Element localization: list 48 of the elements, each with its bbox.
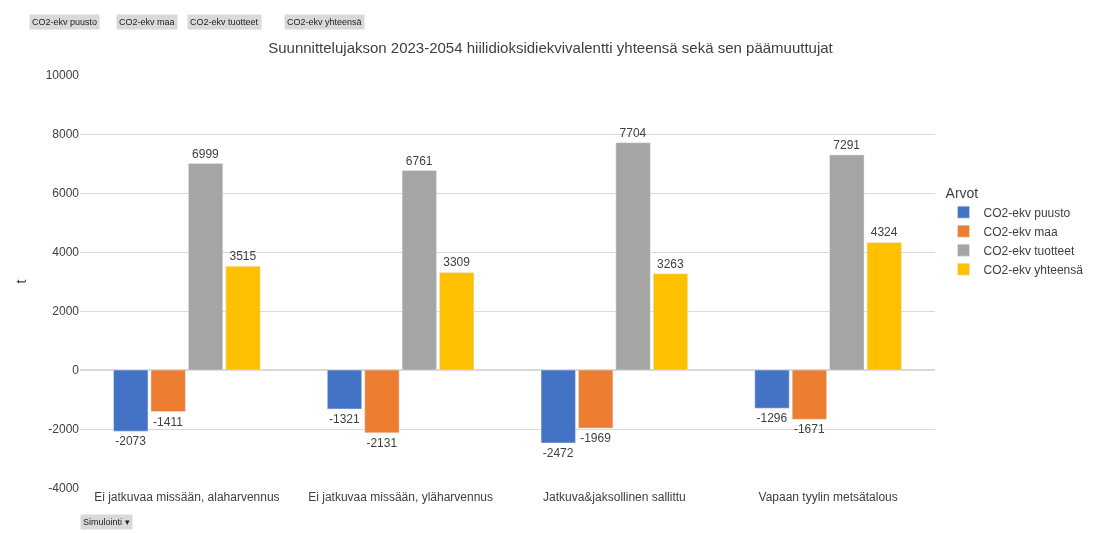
x-tick-label: Vapaan tyylin metsätalous xyxy=(758,490,898,504)
y-tick-label: -4000 xyxy=(48,481,80,496)
y-axis-title: t xyxy=(13,279,30,284)
bar xyxy=(439,272,475,371)
legend-label: CO2-ekv maa xyxy=(983,224,1058,239)
data-label: -2472 xyxy=(542,445,574,460)
data-label: -2131 xyxy=(366,435,398,450)
bar xyxy=(791,369,827,420)
y-tick-label: 2000 xyxy=(52,304,80,319)
data-label: -1969 xyxy=(580,431,612,446)
bar xyxy=(327,369,362,410)
data-label: -1671 xyxy=(793,422,825,437)
x-tick-label: Ei jatkuvaa missään, yläharvennus xyxy=(308,490,494,504)
data-label: -1296 xyxy=(756,411,788,426)
y-tick-label: -2000 xyxy=(48,422,80,437)
data-label: 6999 xyxy=(192,146,220,161)
bar xyxy=(225,266,261,371)
y-tick-label: 8000 xyxy=(52,127,80,142)
data-label: 3309 xyxy=(443,255,471,270)
legend-label: CO2-ekv puusto xyxy=(983,205,1071,220)
data-label: -2073 xyxy=(115,434,147,449)
bar xyxy=(653,273,688,371)
chart-title: Suunnittelujakson 2023-2054 hiilidioksidiekvivalentti yhteensä sekä sen päämuuttujat xyxy=(268,39,834,57)
data-label: 7291 xyxy=(833,137,861,152)
data-label: 4324 xyxy=(870,225,898,240)
data-label: 3263 xyxy=(656,256,684,271)
x-tick-label: Jatkuva&jaksollinen sallittu xyxy=(543,490,686,504)
y-tick-label: 10000 xyxy=(45,68,80,83)
y-tick-label: 0 xyxy=(72,363,80,378)
text: CO2-ekv yhteensä xyxy=(287,17,362,27)
text: CO2-ekv puusto xyxy=(32,17,98,27)
legend-label: CO2-ekv tuotteet xyxy=(983,243,1075,258)
legend-title: Arvot xyxy=(945,184,979,201)
text: Simulointi ▾ xyxy=(83,517,130,527)
data-label: 7704 xyxy=(619,125,647,140)
data-label: 3515 xyxy=(229,249,257,264)
data-label: -1411 xyxy=(153,414,184,429)
x-tick-label: Ei jatkuvaa missään, alaharvennus xyxy=(94,490,280,504)
data-label: -1321 xyxy=(329,411,361,426)
data-label: 6761 xyxy=(405,153,433,168)
legend-label: CO2-ekv yhteensä xyxy=(983,262,1084,277)
bar xyxy=(754,369,790,409)
y-tick-label: 6000 xyxy=(52,186,80,201)
text: CO2-ekv maa xyxy=(119,17,175,27)
text: CO2-ekv tuotteet xyxy=(190,17,259,27)
y-tick-label: 4000 xyxy=(52,245,80,260)
bar xyxy=(188,163,224,371)
bar xyxy=(540,369,576,444)
